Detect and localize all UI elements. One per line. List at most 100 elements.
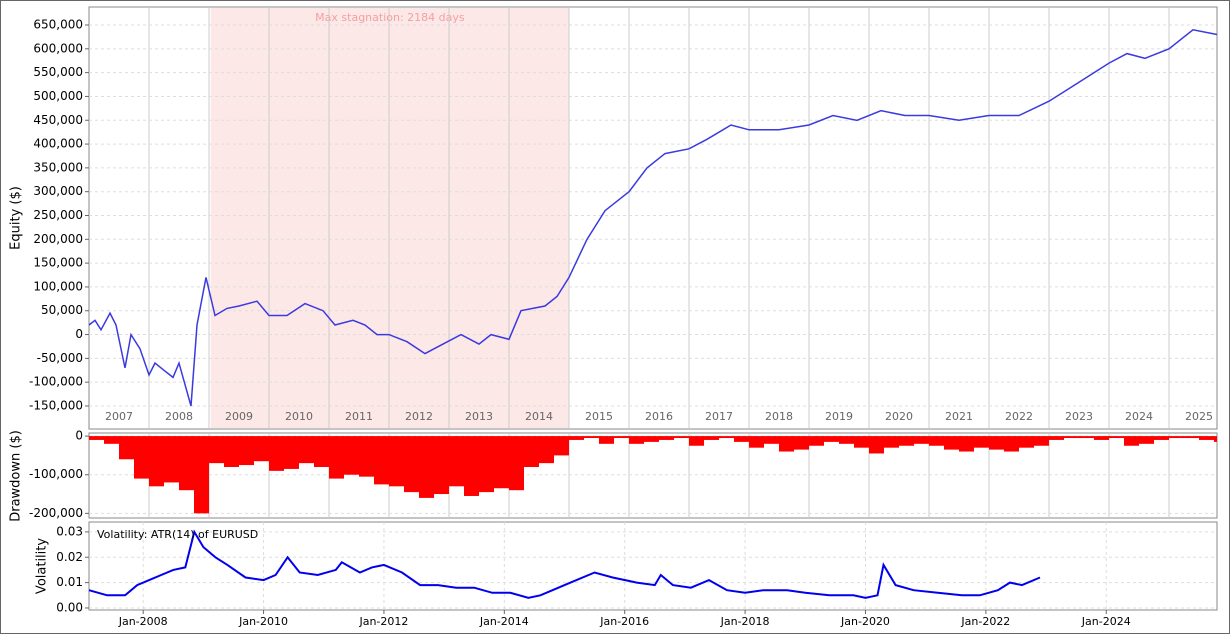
drawdown-bar — [1154, 436, 1169, 440]
drawdown-bar — [554, 436, 569, 456]
drawdown-bar — [374, 436, 389, 485]
drawdown-bar — [959, 436, 974, 452]
legend: Volatility: ATR(14) of EURUSD — [97, 528, 258, 541]
y-tick-label: 500,000 — [33, 89, 83, 103]
year-label: 2023 — [1065, 410, 1093, 423]
drawdown-bar — [989, 436, 1004, 450]
year-label: 2014 — [525, 410, 553, 423]
drawdown-bar — [239, 436, 254, 466]
y-tick-label: 150,000 — [33, 256, 83, 270]
year-label: 2025 — [1185, 410, 1213, 423]
drawdown-bar — [149, 436, 164, 487]
y-tick-label: -100,000 — [29, 467, 83, 481]
drawdown-bar — [659, 436, 674, 440]
y-axis-title: Volatility — [35, 538, 50, 594]
drawdown-bar — [359, 436, 374, 477]
drawdown-bar — [809, 436, 824, 446]
y-tick-label: 200,000 — [33, 232, 83, 246]
x-tick-label: Jan-2016 — [599, 615, 649, 628]
drawdown-bar — [854, 436, 869, 448]
drawdown-bar — [599, 436, 614, 444]
drawdown-bar — [944, 436, 959, 450]
drawdown-bar — [449, 436, 464, 487]
drawdown-bar — [1079, 436, 1094, 439]
drawdown-bar — [674, 436, 689, 439]
y-tick-label: 0 — [75, 327, 83, 341]
drawdown-bar — [434, 436, 449, 495]
drawdown-bar — [1019, 436, 1034, 448]
y-tick-label: 0 — [75, 429, 83, 443]
year-label: 2013 — [465, 410, 493, 423]
year-label: 2020 — [885, 410, 913, 423]
y-tick-label: 50,000 — [41, 303, 83, 317]
drawdown-bar — [569, 436, 584, 440]
y-tick-label: 350,000 — [33, 160, 83, 174]
drawdown-bar — [1169, 436, 1184, 439]
drawdown-bar — [734, 436, 749, 442]
drawdown-bar — [614, 436, 629, 439]
y-tick-label: 600,000 — [33, 41, 83, 55]
x-tick-label: Jan-2010 — [238, 615, 288, 628]
drawdown-bar — [974, 436, 989, 448]
y-tick-label: 300,000 — [33, 184, 83, 198]
y-tick-label: 550,000 — [33, 65, 83, 79]
series-line — [88, 529, 1041, 599]
drawdown-bar — [584, 436, 599, 439]
year-label: 2021 — [945, 410, 973, 423]
drawdown-bar — [524, 436, 539, 467]
drawdown-bar — [644, 436, 659, 442]
drawdown-bar — [1124, 436, 1139, 446]
x-tick-label: Jan-2020 — [840, 615, 890, 628]
drawdown-bar — [419, 436, 434, 498]
stagnation-label: Max stagnation: 2184 days — [315, 11, 465, 24]
drawdown-bar — [1004, 436, 1019, 452]
drawdown-bar — [719, 436, 734, 439]
y-tick-label: -100,000 — [29, 375, 83, 389]
drawdown-bar — [299, 436, 314, 464]
drawdown-bar — [179, 436, 194, 491]
drawdown-bar — [1049, 436, 1064, 440]
drawdown-bar — [89, 436, 104, 440]
drawdown-bar — [404, 436, 419, 493]
year-label: 2011 — [345, 410, 373, 423]
x-tick-label: Jan-2022 — [960, 615, 1010, 628]
drawdown-bar — [689, 436, 704, 446]
drawdown-bar — [224, 436, 239, 467]
y-tick-label: 0.03 — [56, 524, 83, 538]
drawdown-bar — [494, 436, 509, 489]
drawdown-bar — [254, 436, 269, 462]
year-label: 2018 — [765, 410, 793, 423]
y-tick-label: 100,000 — [33, 279, 83, 293]
stagnation-area — [210, 8, 570, 428]
series-line — [88, 28, 1218, 407]
drawdown-bar — [389, 436, 404, 487]
drawdown-bar — [1199, 436, 1214, 440]
y-tick-label: 0.01 — [56, 575, 83, 589]
drawdown-bar — [1184, 436, 1199, 439]
drawdown-bar — [1139, 436, 1154, 444]
y-tick-label: 450,000 — [33, 113, 83, 127]
year-label: 2008 — [165, 410, 193, 423]
y-tick-label: -200,000 — [29, 506, 83, 520]
drawdown-bar — [209, 436, 224, 464]
y-tick-label: -50,000 — [37, 351, 83, 365]
drawdown-bar — [164, 436, 179, 483]
drawdown-bar — [869, 436, 884, 454]
drawdown-bar — [1064, 436, 1079, 439]
drawdown-bar — [464, 436, 479, 496]
drawdown-bar — [824, 436, 839, 442]
drawdown-bar — [329, 436, 344, 479]
y-tick-label: 0.00 — [56, 600, 83, 614]
drawdown-bar — [899, 436, 914, 446]
drawdown-bar — [839, 436, 854, 444]
drawdown-bar — [704, 436, 719, 440]
x-tick-label: Jan-2018 — [720, 615, 770, 628]
y-tick-label: 400,000 — [33, 137, 83, 151]
drawdown-bar — [749, 436, 764, 448]
drawdown-bar — [194, 436, 209, 514]
drawdown-bar — [134, 436, 149, 479]
y-tick-label: 0.02 — [56, 550, 83, 564]
drawdown-bar — [479, 436, 494, 493]
drawdown-bar — [1034, 436, 1049, 446]
